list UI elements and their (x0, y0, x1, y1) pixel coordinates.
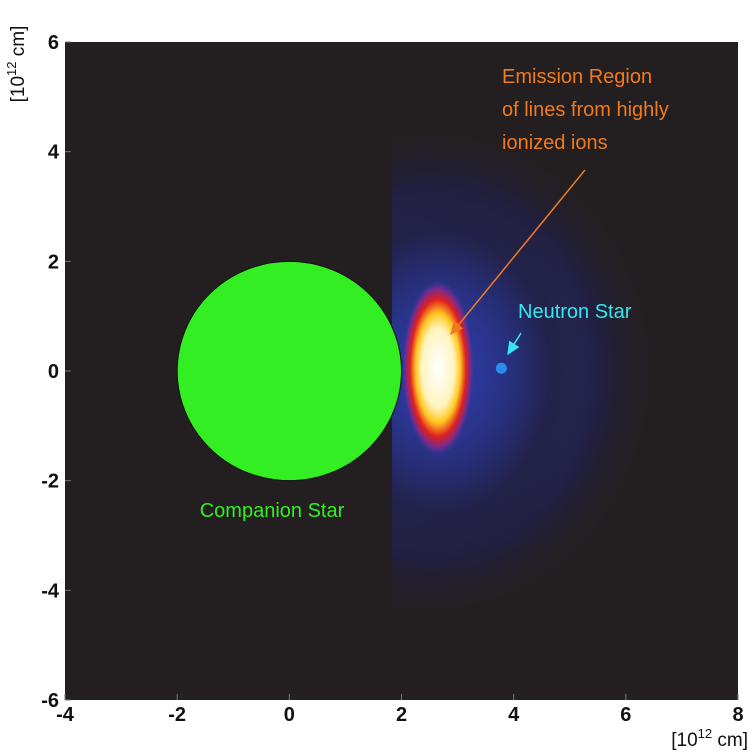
glow-core (402, 280, 474, 456)
y-tick-label: -6 (41, 690, 59, 712)
emission-line: ionized ions (502, 132, 608, 154)
y-tick-label: 2 (48, 251, 59, 273)
x-tick-label: 6 (620, 704, 631, 726)
neutron-star (496, 363, 507, 374)
y-tick-label: 4 (48, 142, 60, 164)
companion-label: Companion Star (200, 500, 345, 522)
x-tick-label: 2 (396, 704, 407, 726)
x-tick-label: 0 (284, 704, 295, 726)
label-part: cm] (712, 730, 748, 751)
y-tick-label: -4 (41, 580, 60, 602)
label-part: cm] (8, 26, 29, 62)
label-exponent: 12 (4, 62, 19, 76)
x-tick-label: 8 (732, 704, 743, 726)
x-axis-label: [1012 cm] (671, 726, 748, 751)
neutron-label: Neutron Star (518, 301, 632, 323)
label-part: [10 (8, 76, 29, 102)
y-tick-label: 0 (48, 361, 59, 383)
emission-line: Emission Region (502, 66, 652, 88)
label-part: [10 (671, 730, 697, 751)
y-tick-label: 6 (48, 32, 59, 54)
companion-star (177, 261, 401, 480)
x-tick-label: 4 (508, 704, 520, 726)
x-tick-label: -2 (168, 704, 186, 726)
y-axis-label: [1012 cm] (4, 26, 29, 103)
emission-line: of lines from highly (502, 99, 669, 121)
label-exponent: 12 (698, 726, 712, 741)
chart: Companion Star Neutron Star Emission Reg… (0, 0, 752, 756)
y-tick-label: -2 (41, 471, 59, 493)
